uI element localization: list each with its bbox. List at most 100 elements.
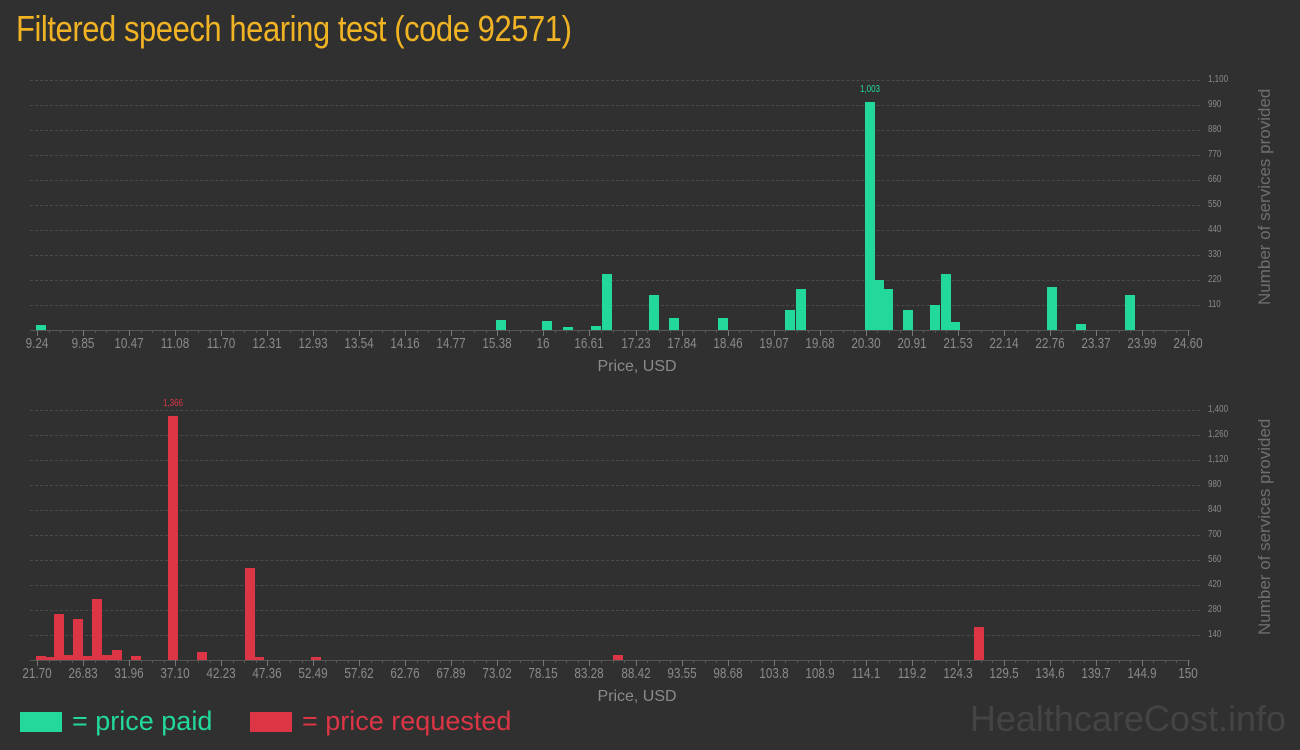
x-tick-mark (773, 660, 775, 666)
y-tick-label: 1,260 (1208, 429, 1229, 440)
bar[interactable] (785, 310, 796, 330)
bar[interactable] (882, 289, 893, 330)
bar[interactable] (111, 650, 122, 660)
bar[interactable] (949, 322, 960, 330)
x-tick-label: 14.16 (390, 335, 420, 352)
x-tick-label: 47.36 (252, 665, 282, 682)
bar[interactable] (613, 655, 624, 660)
bar[interactable] (873, 280, 884, 330)
x-minor-tick (94, 660, 96, 663)
bar[interactable] (562, 327, 573, 330)
x-tick-label: 11.70 (206, 335, 236, 352)
x-minor-tick (163, 660, 165, 663)
x-tick-mark (221, 330, 223, 336)
bar[interactable] (83, 656, 94, 660)
x-minor-tick (152, 660, 154, 663)
x-minor-tick (1164, 330, 1166, 333)
x-tick-mark (129, 660, 131, 666)
bar[interactable] (168, 416, 179, 660)
bar[interactable] (35, 325, 46, 330)
x-tick-mark (681, 660, 683, 666)
bar[interactable] (1075, 324, 1086, 330)
x-minor-tick (60, 660, 62, 663)
bar[interactable] (1046, 287, 1057, 330)
x-minor-tick (808, 330, 810, 333)
bar[interactable] (973, 626, 984, 660)
x-tick-mark (405, 660, 407, 666)
bar[interactable] (197, 651, 208, 660)
x-tick-label: 52.49 (298, 665, 328, 682)
x-tick-label: 78.15 (528, 665, 559, 682)
x-axis-title: Price, USD (597, 688, 677, 705)
x-minor-tick (1164, 660, 1166, 663)
x-minor-tick (796, 660, 798, 663)
bar[interactable] (668, 317, 679, 330)
x-tick-label: 124.3 (943, 665, 973, 682)
bar[interactable] (64, 655, 75, 660)
bar[interactable] (311, 656, 321, 660)
x-minor-tick (739, 330, 741, 333)
watermark: HealthcareCost.info (969, 698, 1286, 739)
x-tick-mark (1188, 660, 1189, 666)
bar[interactable] (92, 598, 103, 660)
x-minor-tick (842, 330, 844, 333)
bar[interactable] (253, 656, 264, 660)
bar[interactable] (717, 317, 728, 330)
x-tick-label: 129.5 (989, 665, 1019, 682)
bar[interactable] (45, 656, 56, 660)
y-tick-label: 110 (1208, 299, 1221, 310)
gridline (30, 410, 1200, 411)
x-minor-tick (923, 660, 925, 663)
y-tick-label: 880 (1208, 124, 1222, 135)
bar[interactable] (35, 656, 46, 660)
bar[interactable] (591, 325, 601, 330)
bar[interactable] (649, 295, 660, 330)
x-tick-mark (83, 330, 85, 336)
x-minor-tick (60, 330, 62, 333)
bar[interactable] (601, 274, 612, 330)
x-minor-tick (508, 330, 510, 333)
bar[interactable] (930, 305, 941, 330)
bar[interactable] (244, 568, 255, 660)
bar[interactable] (864, 102, 875, 330)
bar[interactable] (101, 655, 112, 660)
x-minor-tick (198, 660, 200, 663)
x-minor-tick (244, 660, 246, 663)
bar[interactable] (495, 320, 506, 330)
x-minor-tick (831, 330, 833, 333)
x-minor-tick (347, 660, 349, 663)
x-minor-tick (1118, 660, 1120, 663)
x-tick-mark (589, 660, 591, 666)
x-tick-label: 19.07 (758, 335, 789, 352)
bar[interactable] (795, 289, 806, 330)
x-minor-tick (923, 330, 925, 333)
x-minor-tick (658, 330, 660, 333)
x-minor-tick (831, 660, 833, 663)
x-minor-tick (980, 330, 982, 333)
x-tick-label: 88.42 (620, 665, 651, 682)
x-minor-tick (600, 330, 602, 333)
x-tick-mark (865, 330, 867, 336)
x-tick-label: 22.14 (989, 335, 1019, 352)
x-tick-mark (1003, 660, 1005, 666)
bar[interactable] (54, 613, 65, 660)
x-minor-tick (416, 330, 418, 333)
bar[interactable] (940, 274, 951, 330)
x-tick-mark (451, 660, 453, 666)
bar[interactable] (542, 320, 553, 330)
x-minor-tick (209, 660, 211, 663)
x-tick-mark (819, 330, 821, 336)
x-tick-label: 108.9 (805, 665, 835, 682)
x-minor-tick (106, 330, 108, 333)
bar[interactable] (130, 656, 141, 660)
x-tick-mark (83, 660, 85, 666)
bar[interactable] (1124, 295, 1135, 330)
x-tick-label: 57.62 (344, 665, 374, 682)
y-tick-label: 140 (1208, 629, 1222, 640)
x-minor-tick (244, 330, 246, 333)
bar[interactable] (902, 310, 913, 330)
bar[interactable] (73, 618, 84, 660)
x-minor-tick (739, 660, 741, 663)
x-minor-tick (992, 330, 994, 333)
x-minor-tick (1130, 660, 1132, 663)
